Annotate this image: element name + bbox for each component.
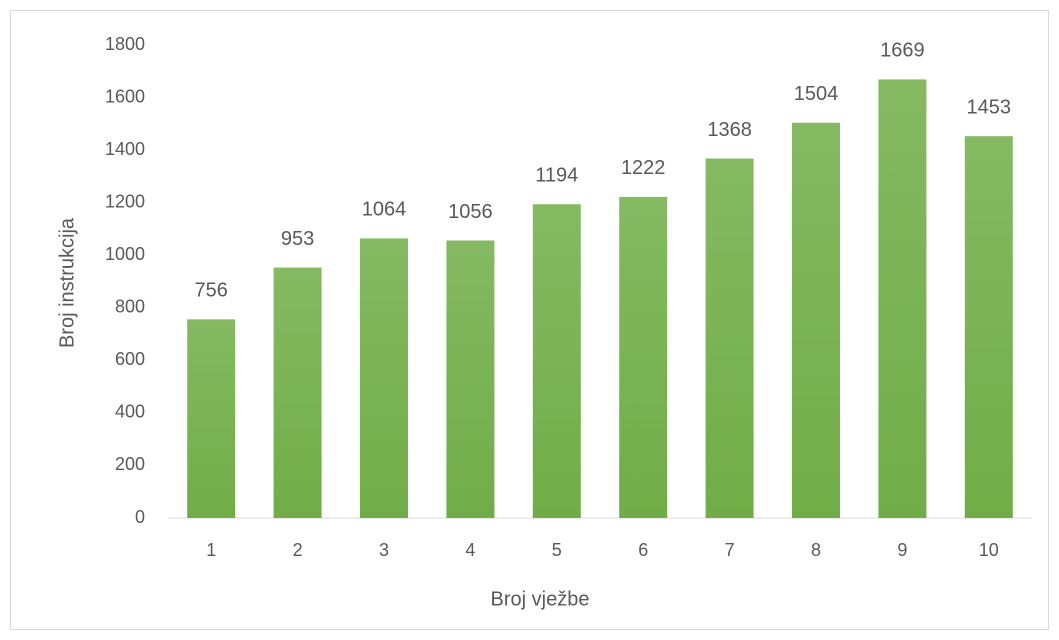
value-label: 1056 bbox=[448, 201, 493, 223]
value-label: 1453 bbox=[967, 96, 1012, 118]
x-tick-label: 7 bbox=[725, 540, 735, 560]
y-tick-label: 800 bbox=[115, 297, 145, 317]
value-label: 1222 bbox=[621, 157, 666, 179]
y-tick-label: 1800 bbox=[105, 34, 145, 54]
y-tick-label: 1600 bbox=[105, 86, 145, 106]
bar bbox=[705, 158, 754, 518]
bar bbox=[878, 79, 927, 518]
value-label: 1368 bbox=[707, 119, 752, 141]
y-tick-label: 400 bbox=[115, 402, 145, 422]
y-tick-label: 200 bbox=[115, 454, 145, 474]
bar bbox=[792, 122, 840, 518]
x-tick-label: 3 bbox=[379, 540, 389, 560]
value-label: 1669 bbox=[880, 40, 925, 62]
x-tick-label: 6 bbox=[638, 540, 648, 560]
y-tick-label: 0 bbox=[135, 507, 145, 527]
x-tick-label: 5 bbox=[552, 540, 562, 560]
x-tick-label: 8 bbox=[811, 540, 821, 560]
bar bbox=[446, 240, 495, 519]
value-label: 1504 bbox=[794, 83, 839, 105]
x-tick-label: 2 bbox=[293, 540, 303, 560]
x-tick-label: 9 bbox=[897, 540, 907, 560]
bar bbox=[619, 196, 668, 518]
x-tick-label: 10 bbox=[979, 540, 999, 560]
y-tick-label: 1000 bbox=[105, 244, 145, 264]
value-label: 1064 bbox=[362, 199, 407, 221]
y-tick-label: 1400 bbox=[105, 139, 145, 159]
bar bbox=[187, 319, 236, 518]
value-label: 1194 bbox=[535, 165, 578, 187]
bar bbox=[273, 267, 322, 518]
value-label: 953 bbox=[281, 228, 314, 250]
x-axis-label: Broj vježbe bbox=[491, 588, 590, 610]
bar bbox=[360, 238, 408, 518]
y-tick-label: 600 bbox=[115, 349, 145, 369]
bar bbox=[964, 136, 1013, 518]
bar bbox=[532, 204, 581, 518]
y-axis-label: Broj instrukcija bbox=[56, 217, 78, 348]
y-tick-label: 1200 bbox=[105, 191, 145, 211]
chart-border bbox=[10, 10, 1049, 630]
value-label: 756 bbox=[195, 280, 228, 302]
x-tick-label: 4 bbox=[465, 540, 475, 560]
x-tick-label: 1 bbox=[206, 540, 216, 560]
